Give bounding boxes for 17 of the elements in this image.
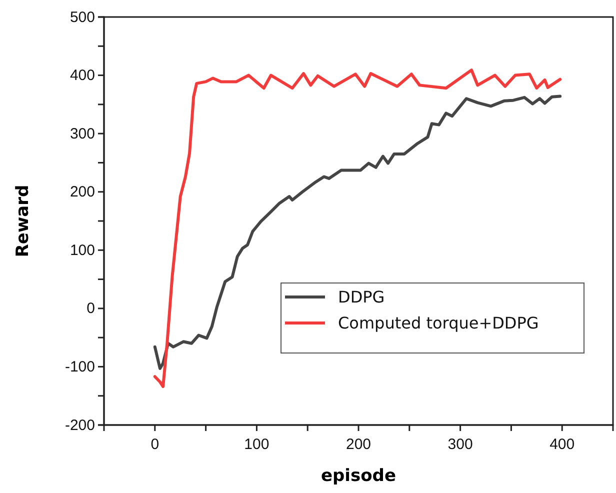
legend-label: DDPG — [338, 288, 385, 307]
y-tick-label: -100 — [64, 358, 95, 376]
y-tick-label: 100 — [70, 242, 95, 259]
legend-label: Computed torque+DDPG — [338, 314, 539, 333]
x-tick-label: 300 — [448, 436, 473, 453]
y-tick-label: 0 — [86, 300, 95, 318]
x-tick-label: 400 — [550, 436, 575, 453]
x-tick-label: 0 — [150, 436, 160, 453]
y-tick-label: -200 — [64, 416, 95, 434]
x-axis-title: episode — [320, 466, 396, 486]
y-axis-title: Reward — [13, 184, 33, 258]
x-tick-label: 200 — [346, 436, 372, 453]
y-tick-label: 500 — [70, 8, 95, 26]
y-tick-label: 200 — [70, 184, 95, 201]
y-tick-label: 300 — [70, 125, 95, 142]
x-tick-label: 100 — [244, 436, 270, 453]
y-tick-label: 400 — [70, 67, 95, 84]
